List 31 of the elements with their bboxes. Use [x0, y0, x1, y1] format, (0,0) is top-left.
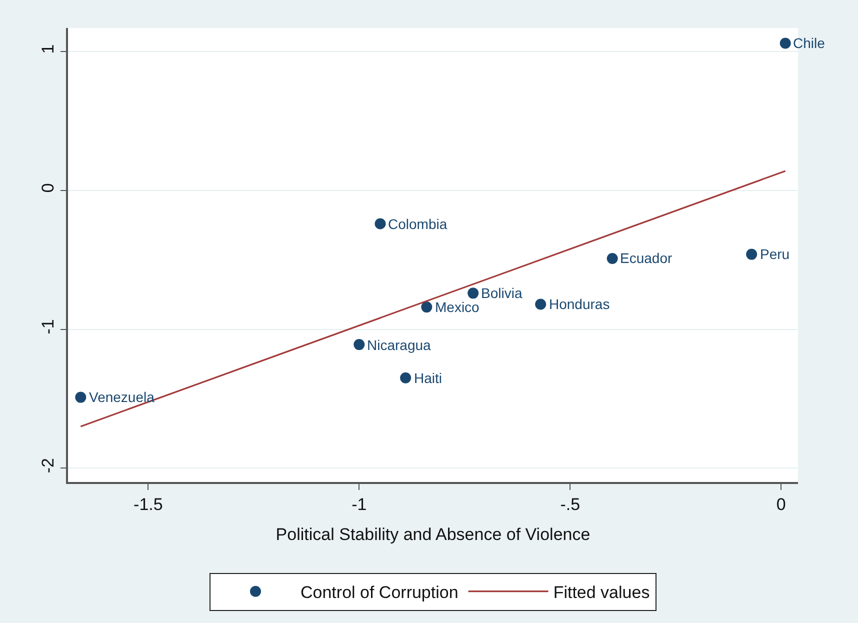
point [746, 248, 758, 260]
y-tick-label: 0 [38, 183, 58, 193]
annotation: Nicaragua [367, 337, 432, 353]
x-tick-label: 0 [776, 495, 786, 514]
point [374, 218, 386, 230]
point [421, 302, 432, 313]
y-tick-label: -2 [38, 458, 58, 474]
x-tick-label: -.5 [560, 495, 580, 514]
annotation: Bolivia [481, 285, 522, 301]
annotation: Ecuador [620, 250, 672, 266]
x-tick-label: -1.5 [134, 495, 163, 514]
annotation: Chile [793, 35, 826, 51]
y-tick-label: -1 [38, 319, 58, 334]
y-tick-label: 1 [38, 44, 58, 54]
legend-label: Control of Corruption [300, 582, 458, 602]
x-axis-title: Political Stability and Absence of Violence [276, 525, 590, 544]
point [606, 252, 618, 264]
point [780, 38, 791, 49]
annotation: Venezuela [89, 389, 155, 405]
point [354, 339, 365, 350]
annotation: Colombia [388, 216, 448, 232]
point [400, 372, 412, 384]
point [468, 288, 479, 299]
annotation: Peru [760, 246, 790, 262]
annotation: Mexico [435, 299, 480, 315]
annotation: Haiti [414, 370, 442, 386]
annotation: Honduras [549, 296, 610, 312]
point [535, 298, 546, 310]
x-tick-label: -1 [352, 495, 367, 514]
legend-label: Fitted values [553, 582, 650, 602]
point [75, 392, 86, 403]
